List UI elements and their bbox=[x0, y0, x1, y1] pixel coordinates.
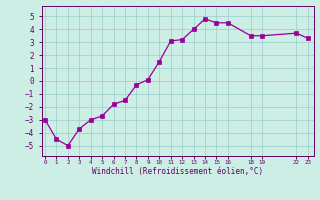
X-axis label: Windchill (Refroidissement éolien,°C): Windchill (Refroidissement éolien,°C) bbox=[92, 167, 263, 176]
